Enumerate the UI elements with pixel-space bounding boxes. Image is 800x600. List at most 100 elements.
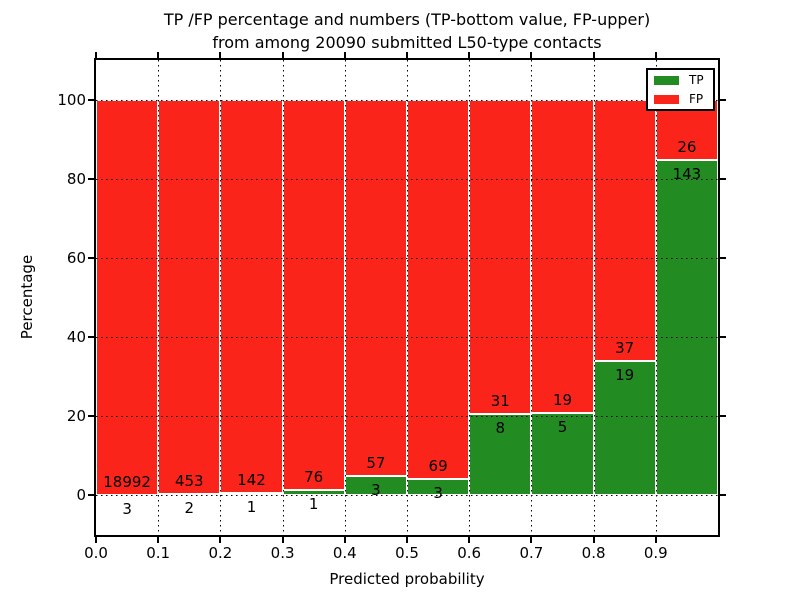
- fp-count-label: 37: [615, 339, 635, 358]
- x-top-tick: [530, 52, 533, 58]
- x-tick: [343, 537, 346, 543]
- x-tick-label: 0.6: [457, 544, 482, 562]
- y-right-tick: [720, 336, 726, 339]
- fp-count-label: 453: [174, 471, 204, 490]
- bar-fp-segment: [344, 99, 407, 476]
- x-axis-label: Predicted probability: [329, 570, 485, 588]
- tp-count-label: 1: [308, 495, 319, 514]
- bar-fp-segment: [282, 99, 345, 491]
- y-tick: [88, 256, 94, 259]
- fp-count-label: 19: [552, 390, 573, 409]
- bar-tp-segment: [593, 361, 656, 496]
- tp-count-label: 143: [672, 165, 702, 184]
- v-gridline: [593, 60, 595, 535]
- bar-fp-segment: [469, 99, 532, 415]
- x-tick-label: 0.1: [146, 544, 171, 562]
- y-tick: [88, 336, 94, 339]
- fp-count-label: 18992: [103, 473, 151, 492]
- legend-item: TP: [654, 74, 707, 86]
- tp-count-label: 1: [246, 497, 257, 516]
- x-tick: [406, 537, 408, 543]
- legend-swatch-fp-icon: [654, 94, 679, 104]
- fp-count-label: 26: [677, 138, 697, 157]
- x-top-tick: [219, 52, 222, 58]
- x-top-tick: [406, 52, 408, 58]
- v-gridline: [531, 60, 533, 535]
- x-tick-label: 0.9: [643, 544, 668, 562]
- y-tick-label: 40: [66, 328, 86, 347]
- v-gridline: [158, 60, 160, 535]
- y-right-tick: [720, 177, 726, 180]
- x-top-tick: [654, 52, 657, 58]
- x-top-tick: [281, 52, 284, 58]
- tp-count-label: 8: [495, 419, 506, 438]
- x-tick-label: 0.5: [395, 544, 419, 562]
- bar-tp-segment: [655, 160, 718, 496]
- fp-count-label: 69: [428, 456, 448, 475]
- tp-count-label: 3: [371, 480, 381, 499]
- y-right-tick: [720, 98, 726, 101]
- chart-title: TP /FP percentage and numbers (TP-bottom…: [96, 8, 718, 54]
- x-top-tick: [468, 52, 471, 58]
- tp-count-label: 5: [557, 417, 568, 436]
- y-tick: [88, 98, 94, 101]
- x-tick-label: 0.4: [332, 544, 357, 562]
- v-gridline: [282, 60, 284, 535]
- bar-fp-segment: [407, 99, 470, 479]
- x-tick-label: 0.2: [208, 544, 233, 562]
- x-tick: [592, 537, 595, 543]
- legend: TP FP: [646, 68, 715, 111]
- x-tick: [281, 537, 284, 543]
- x-top-tick: [157, 52, 160, 58]
- v-gridline: [220, 60, 222, 535]
- legend-label: TP: [689, 73, 704, 87]
- y-tick-label: 20: [66, 407, 86, 426]
- y-tick-label: 80: [66, 169, 86, 188]
- fp-count-label: 142: [237, 470, 266, 489]
- x-tick-label: 0.8: [581, 544, 606, 562]
- x-tick-label: 0.3: [270, 544, 295, 562]
- y-tick-label: 100: [57, 90, 86, 109]
- fp-count-label: 57: [366, 453, 386, 472]
- y-right-tick: [720, 494, 726, 497]
- legend-swatch-tp-icon: [654, 75, 679, 85]
- x-tick-label: 0.0: [84, 544, 108, 562]
- y-tick-label: 60: [66, 248, 86, 267]
- v-gridline: [655, 60, 657, 535]
- x-tick-label: 0.7: [519, 544, 544, 562]
- bar-fp-segment: [220, 99, 283, 493]
- x-tick: [219, 537, 222, 543]
- fp-count-label: 76: [304, 468, 324, 487]
- v-gridline: [469, 60, 471, 535]
- tp-count-label: 3: [122, 500, 132, 519]
- v-gridline: [344, 60, 346, 535]
- tp-count-label: 19: [615, 366, 635, 385]
- bar-fp-segment: [593, 99, 656, 362]
- y-right-tick: [720, 415, 726, 418]
- y-tick-label: 0: [76, 486, 86, 505]
- x-tick: [95, 537, 97, 543]
- x-tick: [468, 537, 471, 543]
- bar-tp-segment: [469, 414, 532, 496]
- plot-area: TP FP 18992 3 453 2 142 1 76 1 57 3 69 3 31 8 19 5 37 19 26…: [94, 58, 720, 537]
- fp-count-label: 31: [490, 392, 510, 411]
- y-tick: [88, 177, 94, 180]
- y-tick: [88, 415, 94, 418]
- chart-title-line1: TP /FP percentage and numbers (TP-bottom…: [163, 10, 651, 29]
- legend-label: FP: [689, 92, 704, 106]
- x-tick: [530, 537, 533, 543]
- x-top-tick: [592, 52, 595, 58]
- tp-count-label: 2: [184, 498, 195, 517]
- x-tick: [157, 537, 160, 543]
- tp-count-label: 3: [433, 483, 443, 502]
- chart-title-line2: from among 20090 submitted L50-type cont…: [212, 33, 602, 52]
- x-top-tick: [343, 52, 346, 58]
- legend-item: FP: [654, 93, 707, 105]
- v-gridline: [407, 60, 408, 535]
- bar-fp-segment: [96, 99, 159, 496]
- x-top-tick: [95, 52, 97, 58]
- bar-fp-segment: [158, 99, 221, 494]
- y-axis-label: Percentage: [18, 254, 36, 340]
- bar-fp-segment: [531, 99, 594, 413]
